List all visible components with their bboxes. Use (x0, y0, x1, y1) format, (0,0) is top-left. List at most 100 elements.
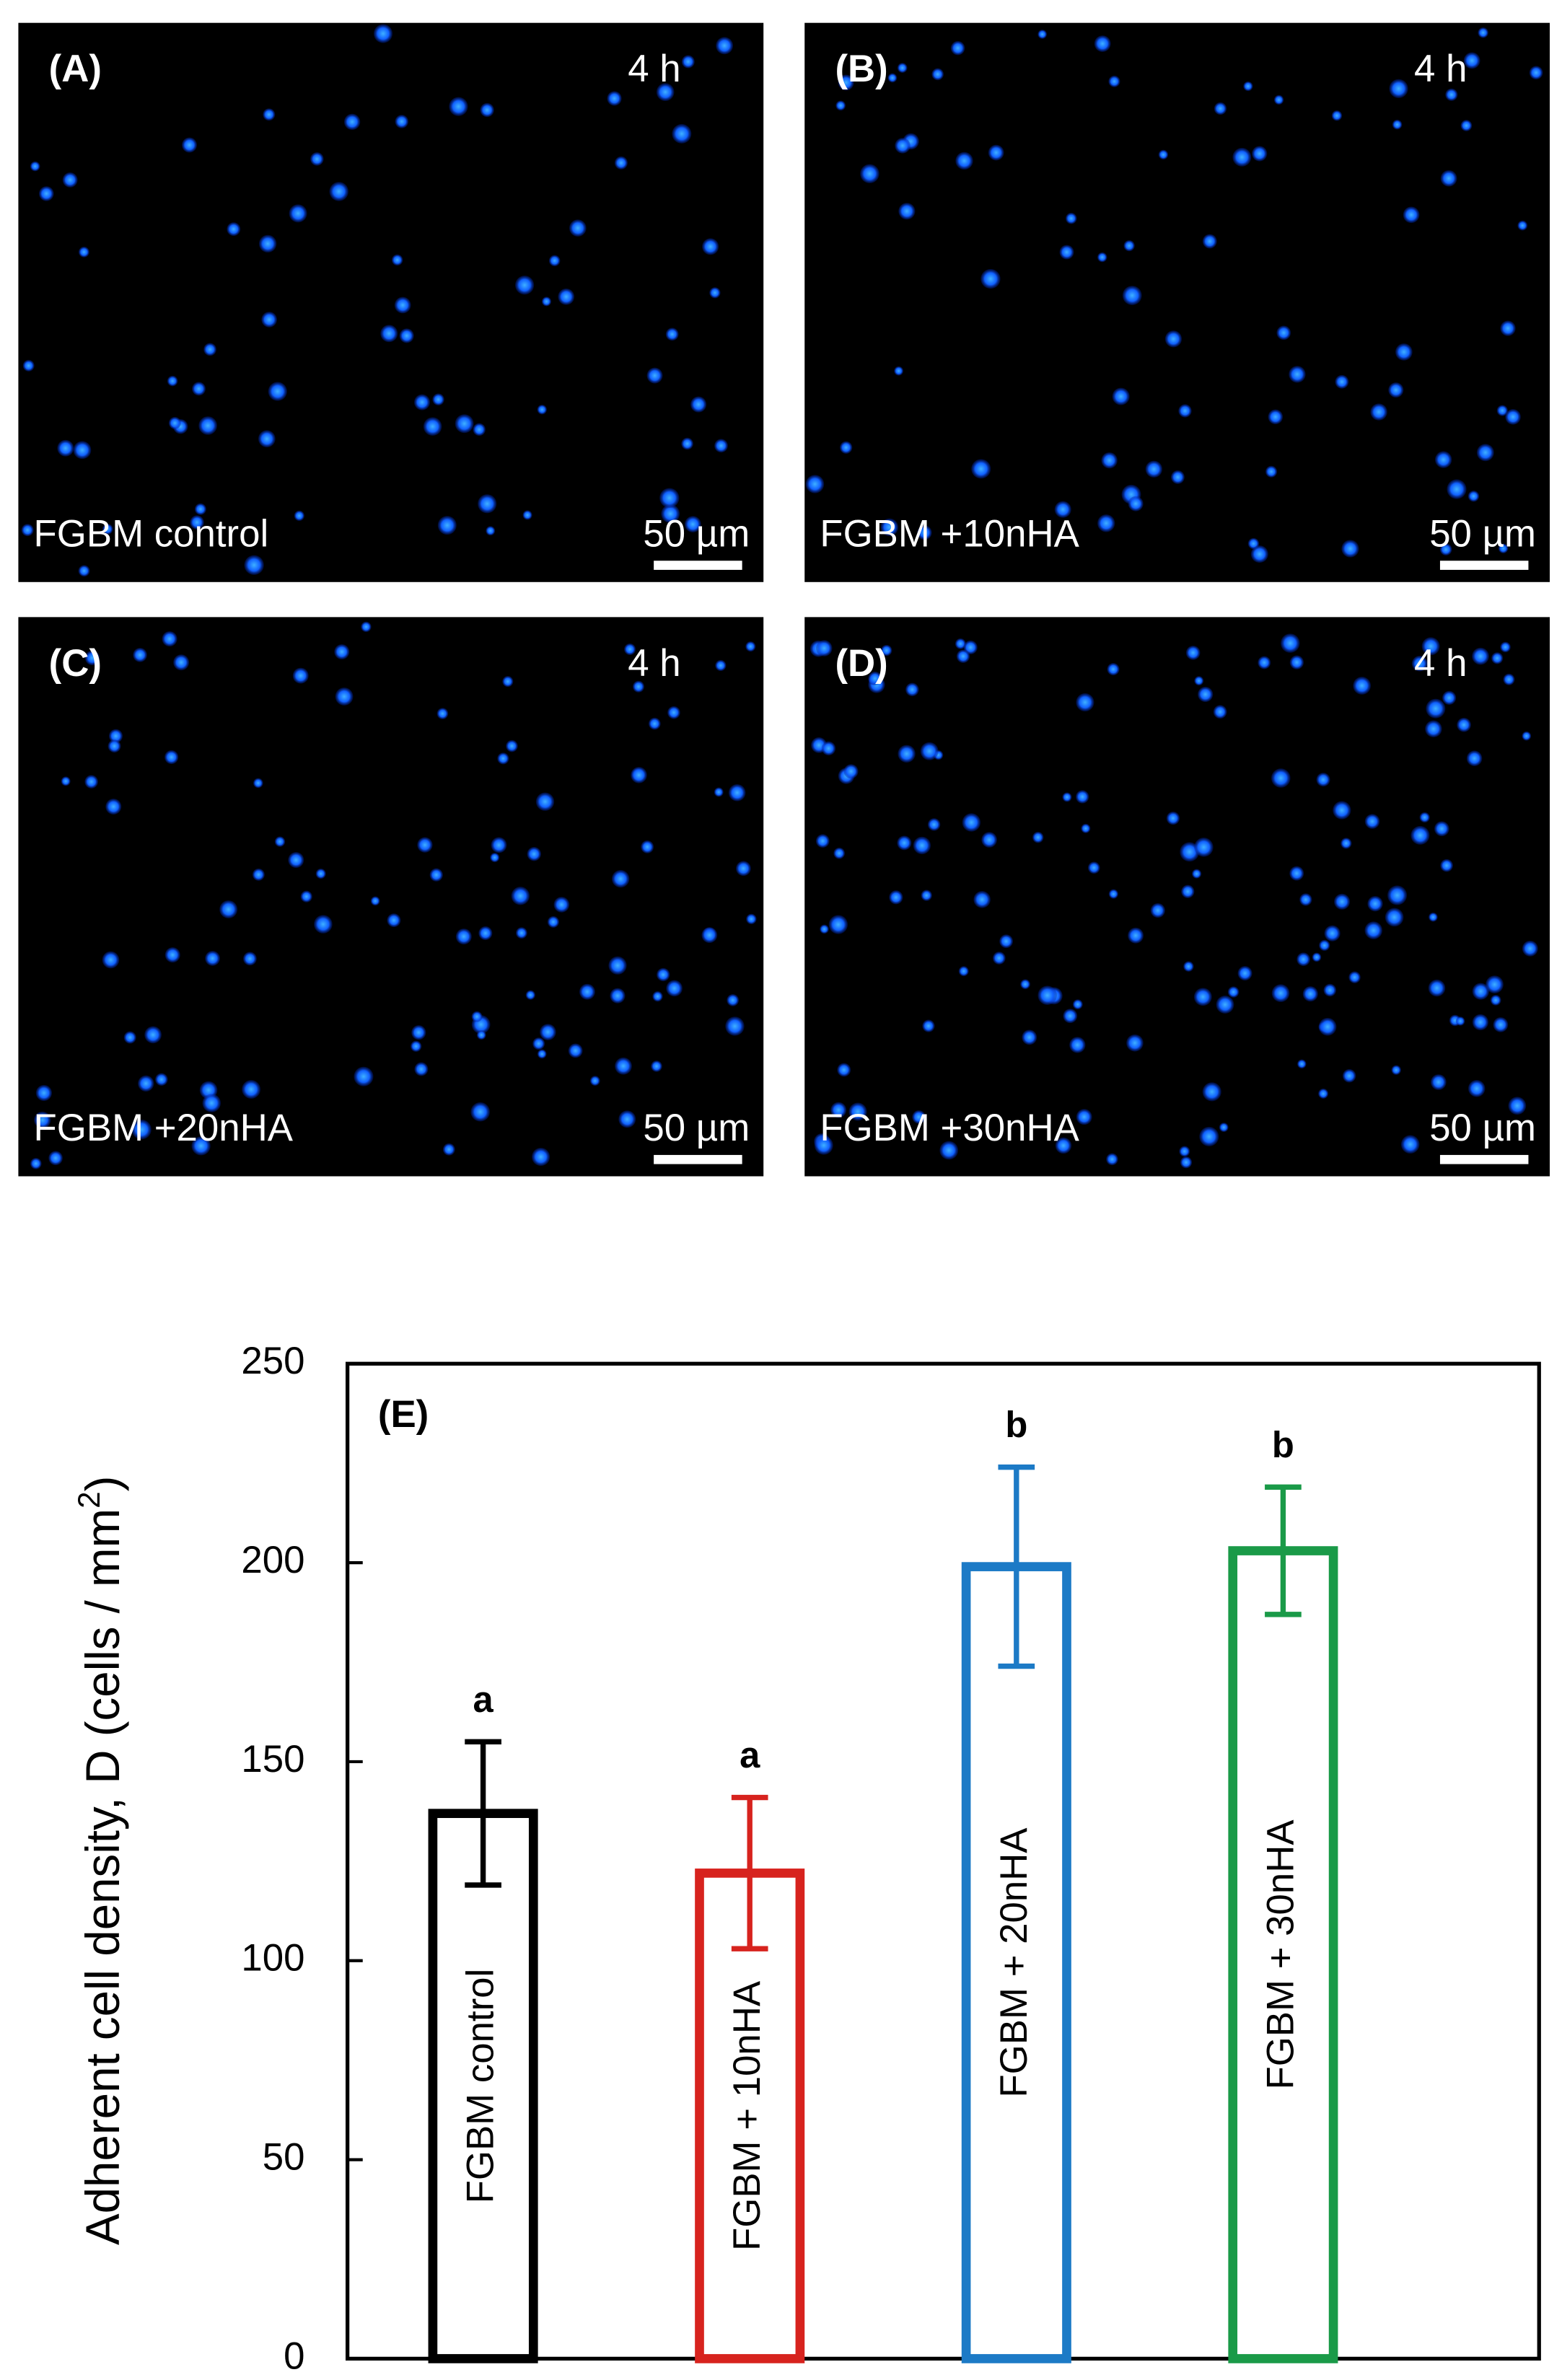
condition-label: FGBM +20nHA (34, 1107, 294, 1149)
cell (1342, 1068, 1356, 1083)
cell (429, 868, 443, 882)
cell (1232, 147, 1252, 167)
cell (848, 1102, 867, 1121)
cell (1421, 637, 1440, 656)
cell (895, 138, 911, 154)
cell (661, 504, 680, 523)
cell (1466, 750, 1483, 766)
cell (1158, 149, 1169, 160)
cell (1490, 994, 1501, 1006)
micrograph-background (18, 617, 764, 1177)
cell (515, 927, 527, 939)
cell (1112, 387, 1130, 405)
cell (1395, 343, 1413, 361)
cell (950, 40, 965, 56)
micrograph: (A) 4 h FGBM control 50 µm (18, 22, 764, 582)
cell (294, 510, 305, 522)
cell (1296, 952, 1310, 967)
cell (1032, 831, 1044, 843)
scale-bar-label: 50 µm (1429, 1107, 1536, 1149)
cell (252, 868, 265, 881)
significance-letter: a (740, 1734, 760, 1775)
cell (1193, 988, 1212, 1006)
cell (1341, 540, 1359, 558)
panel-label: (D) (835, 642, 887, 685)
cell (1281, 633, 1300, 653)
bar-label: FGBM + 20nHA (993, 1827, 1035, 2098)
cell (164, 947, 180, 963)
cell (981, 832, 997, 848)
cell (838, 74, 854, 91)
cell (1476, 444, 1494, 462)
cell (1271, 768, 1291, 788)
cell (300, 890, 312, 903)
cell (631, 767, 647, 783)
cell (373, 24, 393, 43)
cell (815, 834, 830, 848)
cell (490, 853, 500, 863)
cell (912, 1110, 926, 1124)
time-label: 4 h (1414, 48, 1467, 90)
cell (1166, 811, 1180, 825)
cell (1400, 1135, 1420, 1154)
cell (728, 783, 746, 802)
cell (681, 55, 695, 69)
cell (1508, 1097, 1527, 1115)
cell (939, 1141, 959, 1160)
cell (1364, 921, 1383, 939)
cell (880, 518, 899, 537)
cell (511, 887, 530, 905)
cell (922, 1019, 935, 1032)
scale-bar (654, 561, 742, 570)
cell (473, 423, 486, 436)
cell (138, 1075, 154, 1092)
cell (1410, 825, 1430, 845)
cell (868, 671, 882, 685)
cell (1194, 838, 1214, 857)
cell (84, 775, 98, 789)
cell (1126, 1034, 1144, 1052)
micrograph-background (804, 22, 1550, 582)
cell (1243, 81, 1253, 92)
cell (525, 990, 535, 1000)
cell (471, 1011, 483, 1022)
cell (1181, 884, 1195, 898)
cell (413, 394, 431, 410)
cell (955, 152, 973, 170)
cell (21, 524, 34, 537)
cell (387, 913, 401, 928)
cell (1493, 1016, 1509, 1032)
cell (1178, 404, 1192, 418)
cell (310, 152, 324, 166)
cell (191, 1136, 211, 1156)
cell (1076, 693, 1094, 712)
cell (1227, 986, 1239, 998)
cell (1498, 543, 1509, 553)
cell (921, 890, 932, 901)
cell (1440, 170, 1457, 187)
cell (1319, 939, 1330, 952)
micrograph-background (18, 22, 764, 582)
cell (1331, 110, 1343, 121)
cell (897, 835, 912, 851)
cell (442, 1143, 455, 1156)
cell (1108, 889, 1119, 899)
cell (162, 631, 177, 647)
cell (242, 952, 257, 966)
cell (715, 659, 727, 672)
cell (579, 983, 595, 1000)
cell (263, 108, 276, 121)
cell (1439, 543, 1452, 556)
error-bar (1265, 1484, 1302, 1617)
cell (289, 204, 307, 223)
cell (455, 414, 474, 434)
cell (716, 37, 734, 55)
cell (391, 254, 403, 266)
cell (1273, 95, 1284, 105)
cell (190, 515, 204, 530)
cell (1335, 374, 1349, 389)
cell (1522, 731, 1532, 741)
significance-letter: b (1005, 1404, 1027, 1445)
cell (522, 510, 532, 520)
cell (258, 430, 276, 448)
